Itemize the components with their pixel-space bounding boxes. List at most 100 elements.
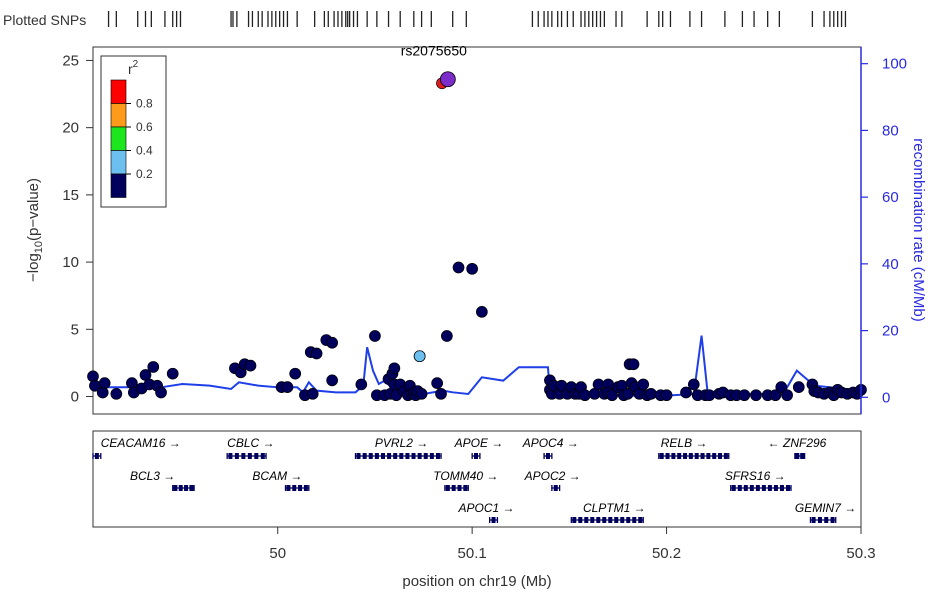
gene-label: APOC2 →: [524, 469, 581, 483]
gene-exon: [785, 485, 790, 491]
gene-exon: [260, 453, 265, 459]
gene-label: CBLC →: [227, 436, 274, 450]
snp-point: [281, 381, 294, 393]
y-tick-label: 0: [71, 389, 79, 406]
gene-exon: [731, 485, 736, 491]
snp-point: [98, 377, 111, 389]
gene-exon: [241, 453, 246, 459]
y-axis-right: 0 20 40 60 80 100: [860, 47, 907, 414]
snp-point: [435, 387, 447, 400]
snp-point: [660, 389, 673, 402]
snp-point: [452, 261, 465, 274]
x-tick-label: 50.3: [846, 545, 875, 562]
snp-point: [369, 330, 381, 342]
gene-exon: [632, 517, 637, 523]
gene-exon: [184, 485, 189, 491]
gene-exon: [286, 485, 291, 491]
y-tick-label: 15: [62, 187, 79, 204]
y2-tick-label: 60: [882, 189, 899, 206]
snp-point: [306, 387, 319, 400]
gene-exon: [451, 485, 456, 491]
snp-point: [792, 381, 805, 393]
gene-label: APOE →: [454, 436, 504, 450]
gene-exon: [749, 485, 754, 491]
gene-label: BCL3 →: [130, 469, 175, 483]
snp-point-highlight: [413, 350, 426, 363]
gene-exon: [824, 517, 829, 523]
x-axis: 50 50.1 50.2 50.3: [269, 527, 876, 562]
gene-exon: [362, 453, 367, 459]
gene-label: PVRL2 →: [375, 436, 428, 450]
gene-exon: [700, 453, 705, 459]
snp-point: [166, 367, 179, 380]
snp-point: [750, 389, 762, 402]
gene-exon: [405, 453, 410, 459]
gene-label: CLPTM1 →: [583, 501, 646, 515]
gene-exon: [178, 485, 183, 491]
snp-point: [687, 378, 700, 391]
gene-exon: [399, 453, 404, 459]
gene-exon: [234, 453, 239, 459]
snp-point: [775, 381, 788, 393]
gene-exon: [417, 453, 422, 459]
snp-point: [637, 378, 650, 391]
gene-panel: [92, 430, 862, 528]
gene-exon: [254, 453, 259, 459]
gene-exon: [303, 485, 308, 491]
legend-label: 0.4: [136, 144, 153, 158]
snp-point: [579, 389, 591, 402]
gene-exon: [578, 517, 583, 523]
gene-exon: [411, 453, 416, 459]
gene-exon: [795, 453, 800, 459]
snp-point: [592, 378, 605, 391]
gene-exon: [718, 453, 723, 459]
gene-exon: [602, 517, 607, 523]
legend-label: 0.6: [136, 120, 153, 134]
legend-title: r2: [128, 59, 139, 77]
gene-exon: [811, 517, 816, 523]
gene-exon: [683, 453, 688, 459]
snp-point: [606, 389, 618, 402]
lead-snp-label: rs2075650: [401, 42, 467, 58]
snp-point: [476, 305, 488, 318]
legend-swatch: [110, 150, 127, 175]
gene-exon: [393, 453, 398, 459]
gene-exon: [173, 485, 178, 491]
gene-exon: [665, 453, 670, 459]
gene-exon: [572, 517, 577, 523]
snp-point: [126, 377, 138, 389]
gene-exon: [435, 453, 440, 459]
gene-exon: [614, 517, 619, 523]
y2-axis-label: recombination rate (cM/Mb): [910, 138, 927, 321]
snp-point: [110, 387, 123, 400]
legend-swatch: [110, 103, 127, 128]
snp-point: [441, 330, 453, 342]
snp-point: [703, 389, 716, 402]
lead-snp-point: [439, 71, 456, 88]
x-tick-label: 50.1: [458, 545, 487, 562]
snp-point: [738, 389, 751, 402]
legend-swatch: [110, 173, 127, 198]
gene-label: SFRS16 →: [725, 469, 786, 483]
gene-track: CEACAM16 → CBLC → PVRL2 → APOE → APOC4 → RELB…: [92, 436, 856, 523]
gene-label: APOC1 →: [458, 501, 515, 515]
gene-exon: [737, 485, 742, 491]
y-tick-label: 5: [71, 321, 79, 338]
y-tick-label: 20: [62, 120, 79, 137]
gene-exon: [247, 453, 252, 459]
snp-point: [147, 361, 160, 373]
y2-tick-label: 40: [882, 256, 899, 273]
gene-exon: [228, 453, 233, 459]
snp-point: [326, 336, 338, 349]
gene-exon: [608, 517, 613, 523]
y-tick-label: 25: [62, 52, 79, 69]
x-tick-label: 50.2: [652, 545, 681, 562]
gene-exon: [767, 485, 772, 491]
gene-label: BCAM →: [252, 469, 302, 483]
gene-exon: [298, 485, 303, 491]
gene-exon: [773, 485, 778, 491]
y2-tick-label: 80: [882, 122, 899, 139]
gene-exon: [545, 453, 550, 459]
snp-rug: [107, 11, 847, 27]
gene-exon: [706, 453, 711, 459]
